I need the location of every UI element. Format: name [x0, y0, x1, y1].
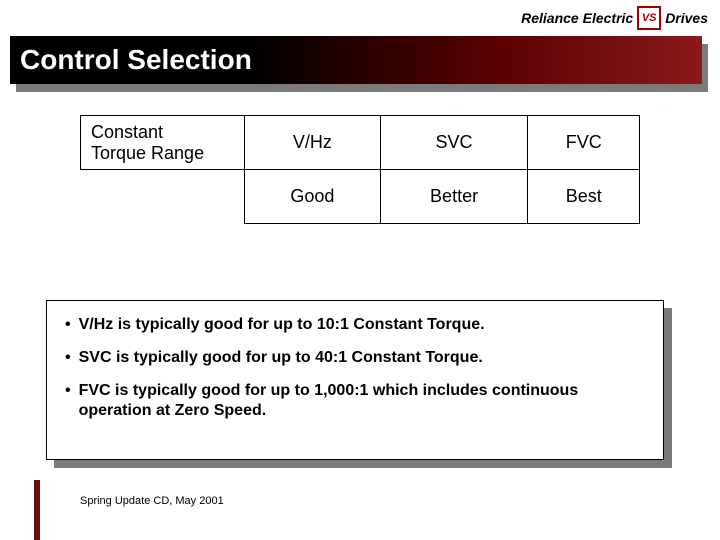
column-header-cell: V/Hz: [245, 116, 381, 170]
column-header-cell: FVC: [528, 116, 640, 170]
row-header-line1: Constant: [91, 122, 163, 142]
brand: Reliance Electric VS Drives: [521, 6, 708, 30]
bullets-box: • V/Hz is typically good for up to 10:1 …: [46, 300, 664, 460]
bullet-icon: •: [65, 381, 71, 402]
bullet-icon: •: [65, 348, 71, 369]
rating-cell: Better: [380, 170, 528, 224]
bullet-icon: •: [65, 315, 71, 336]
accent-stripe: [34, 480, 40, 540]
list-item: • FVC is typically good for up to 1,000:…: [65, 381, 645, 423]
row-header-cell: Constant Torque Range: [81, 116, 245, 170]
table-row: Good Better Best: [81, 170, 640, 224]
rating-cell: Best: [528, 170, 640, 224]
footer-text: Spring Update CD, May 2001: [80, 495, 224, 507]
rating-cell: Good: [245, 170, 381, 224]
comparison-table: Constant Torque Range V/Hz SVC FVC Good …: [80, 115, 640, 224]
bullet-text: V/Hz is typically good for up to 10:1 Co…: [79, 315, 485, 336]
page-title: Control Selection: [20, 44, 252, 76]
brand-right-text: Drives: [665, 10, 708, 26]
empty-rowhead-cell: [81, 170, 245, 224]
list-item: • V/Hz is typically good for up to 10:1 …: [65, 315, 645, 336]
brand-left-text: Reliance Electric: [521, 10, 633, 26]
table-row: Constant Torque Range V/Hz SVC FVC: [81, 116, 640, 170]
top-bar: Reliance Electric VS Drives: [0, 0, 720, 36]
brand-logo-icon: VS: [637, 6, 661, 30]
title-bar: Control Selection: [10, 36, 702, 84]
column-header-cell: SVC: [380, 116, 528, 170]
bullet-text: SVC is typically good for up to 40:1 Con…: [79, 348, 483, 369]
list-item: • SVC is typically good for up to 40:1 C…: [65, 348, 645, 369]
row-header-line2: Torque Range: [91, 143, 204, 163]
bullet-text: FVC is typically good for up to 1,000:1 …: [79, 381, 645, 423]
